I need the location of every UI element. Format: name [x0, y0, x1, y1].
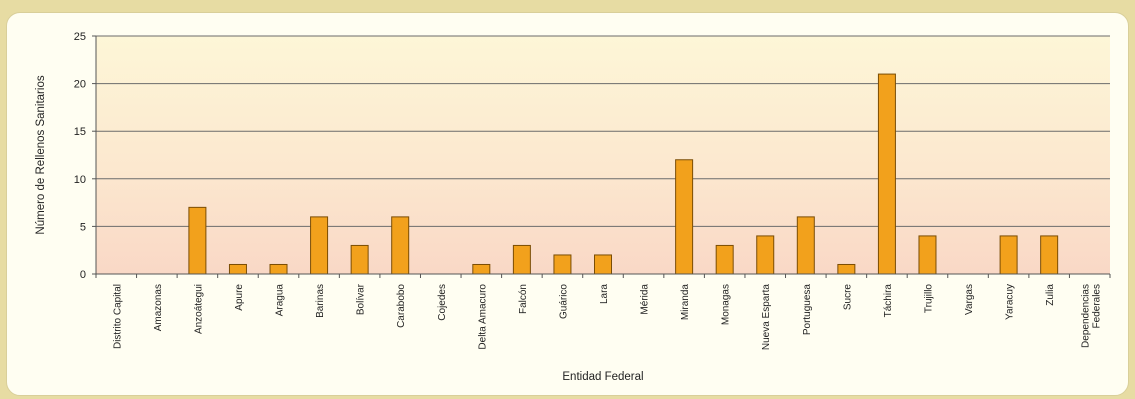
bar — [188, 206, 207, 275]
x-axis-ticks: Distrito Capital Amazonas Anzoátegui Apure A… — [95, 274, 1111, 351]
x-tick-label: Apure — [234, 284, 245, 311]
bar — [350, 244, 369, 275]
y-tick-label: 0 — [80, 269, 86, 281]
gridlines — [96, 35, 1110, 227]
bar — [512, 244, 531, 275]
bar — [999, 235, 1018, 275]
x-tick-label: Portuguesa — [802, 284, 813, 336]
y-tick-label: 20 — [74, 79, 86, 91]
y-tick-label: 10 — [74, 174, 86, 186]
bar — [918, 235, 937, 275]
bar — [837, 263, 856, 275]
plot-area — [96, 36, 1110, 274]
x-tick-label: Guárico — [558, 284, 569, 319]
x-tick-label: Carabobo — [396, 284, 407, 328]
bar — [715, 244, 734, 275]
x-tick-label: Falcón — [518, 284, 529, 314]
bar — [877, 73, 896, 275]
y-axis-title: Número de Rellenos Sanitarios — [35, 75, 47, 234]
y-tick-label: 25 — [74, 31, 86, 43]
bar — [228, 263, 247, 275]
x-tick-label: Trujillo — [923, 284, 934, 314]
y-tick-label: 5 — [80, 221, 86, 233]
y-tick-label: 15 — [74, 126, 86, 138]
x-tick-label: Anzoátegui — [193, 284, 204, 334]
x-tick-label: Zulia — [1045, 284, 1056, 306]
bar — [472, 263, 491, 275]
x-tick-label: Aragua — [275, 284, 286, 317]
bar — [553, 254, 572, 275]
x-tick-label: Táchira — [883, 284, 894, 318]
bar — [796, 216, 815, 275]
bar — [310, 216, 329, 275]
x-tick-label: DependenciasFederales — [1081, 284, 1103, 348]
x-tick-label: Yaracuy — [1005, 284, 1016, 320]
bar — [675, 159, 694, 275]
bars — [188, 73, 1059, 275]
bar — [756, 235, 775, 275]
x-tick-label: Lara — [599, 284, 610, 304]
bar — [269, 263, 288, 275]
bar — [1040, 235, 1059, 275]
x-tick-label: Monagas — [721, 284, 732, 325]
x-axis-title: Entidad Federal — [562, 371, 643, 383]
x-tick-label: Mérida — [640, 284, 651, 315]
x-tick-label: Nueva Esparta — [761, 284, 772, 351]
x-tick-label: Distrito Capital — [112, 284, 123, 349]
x-tick-label: Amazonas — [153, 284, 164, 331]
x-tick-label: Sucre — [842, 284, 853, 311]
x-tick-label: Bolívar — [356, 283, 367, 315]
x-tick-label: Cojedes — [437, 284, 448, 321]
x-tick-label: Vargas — [964, 284, 975, 315]
y-axis-ticks: 0 5 10 15 20 25 — [74, 31, 96, 281]
bar — [391, 216, 410, 275]
bar — [594, 254, 612, 275]
x-tick-label: Delta Amacuro — [477, 284, 488, 350]
x-tick-label: Barinas — [315, 284, 326, 318]
x-tick-label: Miranda — [680, 284, 691, 321]
